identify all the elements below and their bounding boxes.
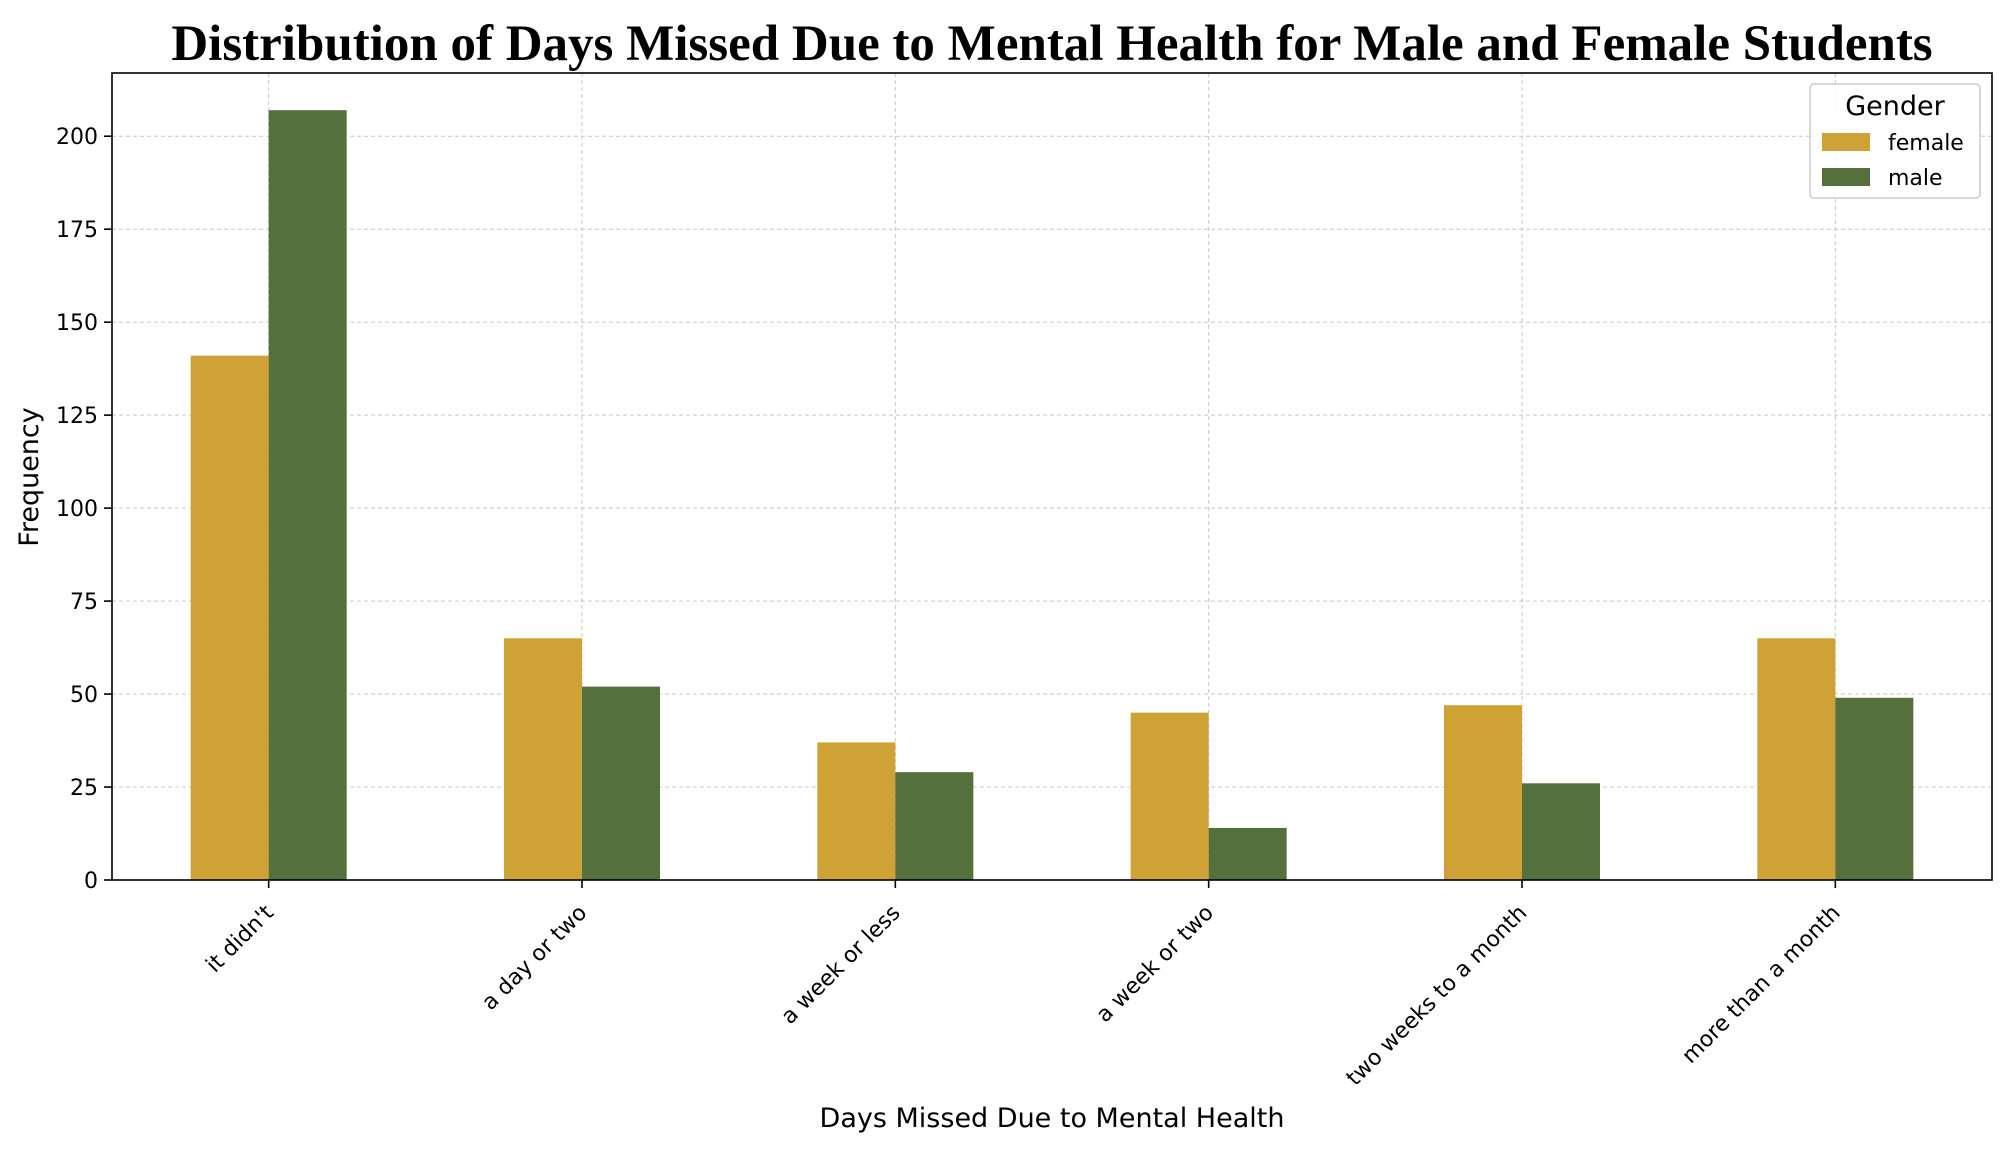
y-tick-label: 175 (56, 218, 98, 243)
x-tick-label: it didn't (202, 900, 280, 978)
bar-male (1208, 827, 1287, 880)
legend-swatch-male (1822, 168, 1870, 186)
bars (190, 110, 1914, 880)
bar-female (190, 355, 269, 880)
plot-frame (111, 72, 1993, 881)
x-tick-label: more than a month (1677, 901, 1845, 1069)
legend: Gender female male (1809, 83, 1981, 199)
x-axis-label: Days Missed Due to Mental Health (820, 1103, 1285, 1134)
legend-title: Gender (1845, 91, 1945, 122)
chart-title: Distribution of Days Missed Due to Menta… (171, 16, 1932, 72)
y-axis-ticks: 0 25 50 75 100 125 150 175 200 (56, 125, 112, 894)
y-tick-label: 25 (70, 776, 98, 801)
x-tick-label: a day or two (477, 901, 592, 1016)
legend-swatch-female (1822, 133, 1870, 151)
y-tick-label: 50 (70, 683, 98, 708)
bar-female (504, 638, 582, 880)
legend-label-female: female (1888, 131, 1964, 156)
bar-female (817, 742, 896, 880)
grid (112, 73, 1992, 881)
y-tick-label: 0 (84, 869, 98, 894)
y-tick-label: 100 (56, 497, 98, 522)
bar-female (1130, 712, 1209, 880)
bar-male (582, 686, 660, 880)
bar-male (895, 772, 974, 880)
x-tick-label: two weeks to a month (1342, 901, 1532, 1091)
bar-male (268, 110, 347, 880)
y-axis-label: Frequency (14, 407, 45, 547)
x-tick-label: a week or two (1092, 901, 1219, 1028)
bar-female (1444, 705, 1522, 880)
bar-female (1757, 638, 1836, 880)
x-tick-label: a week or less (777, 901, 906, 1030)
legend-label-male: male (1888, 166, 1943, 191)
bar-male (1835, 697, 1914, 880)
bar-male (1522, 783, 1600, 880)
y-tick-label: 75 (70, 590, 98, 615)
y-tick-label: 125 (56, 404, 98, 429)
y-tick-label: 200 (56, 125, 98, 150)
legend-items: female male (1822, 131, 1964, 191)
x-axis-ticks: it didn't a day or two a week or less a wee… (202, 880, 1846, 1091)
y-tick-label: 150 (56, 311, 98, 336)
